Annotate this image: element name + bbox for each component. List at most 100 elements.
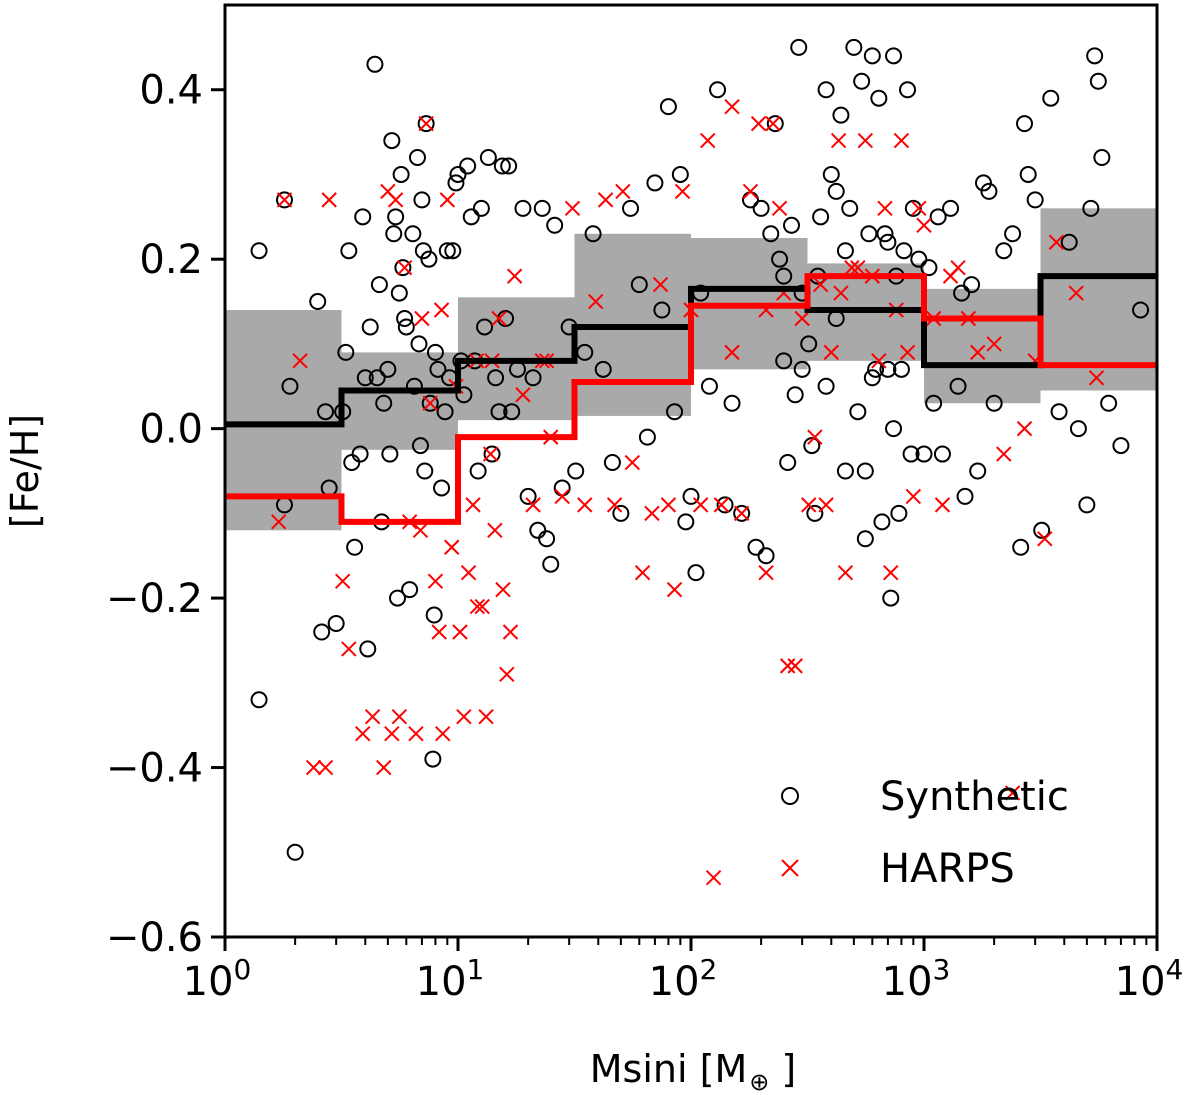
harps-point-74 [800,497,817,513]
synthetic-point-117 [775,352,793,370]
harps-point-21 [427,573,444,589]
harps-point-92 [911,200,927,217]
synthetic-point-58 [447,174,465,192]
synthetic-point-50 [425,606,443,624]
synthetic-point-39 [405,377,423,395]
synthetic-point-90 [594,360,612,378]
synthetic-point-25 [375,394,393,412]
synthetic-point-75 [503,403,521,421]
synthetic-point-15 [346,538,364,556]
synthetic-point-129 [832,106,850,124]
synthetic-point-183 [1089,72,1107,90]
harps-point-32 [474,598,490,615]
harps-point-83 [857,132,874,149]
synthetic-point-81 [533,199,551,217]
synthetic-point-72 [493,157,511,175]
harps-point-46 [564,200,581,217]
harps-point-39 [502,624,519,640]
harps-point-20 [422,395,438,411]
synthetic-point-142 [879,360,897,378]
synthetic-point-98 [659,98,677,116]
synthetic-point-158 [942,199,960,217]
synthetic-point-62 [459,157,477,175]
harps-point-97 [950,259,966,276]
synthetic-point-40 [408,149,426,167]
synthetic-point-16 [351,445,369,463]
synthetic-point-125 [812,208,830,226]
harps-point-42 [525,497,541,513]
harps-point-9 [364,709,381,725]
synthetic-point-180 [1112,437,1130,455]
harps-point-13 [387,192,404,208]
harps-point-28 [456,709,472,725]
synthetic-point-100 [671,165,689,183]
synthetic-point-162 [969,462,987,480]
harps-point-33 [478,709,494,725]
synthetic-point-107 [716,496,734,514]
harps-point-55 [652,276,669,293]
harps-point-51 [615,183,631,200]
harps-point-73 [794,310,810,327]
y-tick-label-4: −0.4 [106,746,203,792]
harps-point-29 [460,564,477,581]
synthetic-point-178 [1093,149,1111,167]
harps-point-41 [515,387,531,403]
synthetic-point-119 [783,216,801,234]
x-axis-label-text: Msini [M [590,1047,747,1091]
harps-point-68 [758,564,774,581]
synthetic-point-52 [429,360,447,378]
harps-point-8 [355,725,371,742]
synthetic-point-112 [752,199,770,217]
x-tick-label-3: 103 [882,953,951,1005]
synthetic-point-83 [542,555,560,573]
synthetic-point-13 [340,242,358,260]
synthetic-point-63 [462,208,480,226]
harps-point-47 [577,497,593,513]
harps-point-22 [431,624,447,640]
harps-point-35 [487,522,503,539]
x-axis-label-suffix: ] [769,1047,796,1091]
synthetic-point-138 [867,360,885,378]
synthetic-point-151 [904,199,922,217]
synthetic-point-103 [687,564,705,582]
harps-point-15 [396,259,413,276]
synthetic-point-134 [853,72,871,90]
legend-label-harps: HARPS [880,846,1015,892]
harps-point-101 [996,446,1012,462]
synthetic-point-78 [519,487,537,505]
synthetic-point-143 [882,589,900,607]
synthetic-point-126 [817,81,835,99]
synthetic-point-97 [653,301,671,319]
harps-point-40 [506,268,523,284]
synthetic-point-47 [420,250,438,268]
y-tick-label-3: −0.2 [106,576,203,622]
harps-point-61 [700,132,716,149]
harps-point-6 [334,573,351,589]
synthetic-point-94 [630,276,648,294]
synthetic-point-17 [354,208,372,226]
synthetic-point-92 [612,504,630,522]
synthetic-point-43 [413,191,431,209]
harps-point-91 [905,488,922,505]
harps-point-38 [499,666,515,683]
harps-point-7 [341,641,357,657]
y-tick-label-1: 0.2 [139,237,203,283]
synthetic-point-99 [666,403,684,421]
synthetic-point-57 [444,242,462,260]
synthetic-point-12 [337,343,355,361]
harps-point-23 [435,725,451,742]
harps-point-5 [321,192,337,208]
harps-point-112 [724,344,740,361]
synthetic-point-2 [281,377,299,395]
harps-point-37 [495,581,511,598]
synthetic-point-132 [845,38,863,56]
synthetic-point-163 [974,174,992,192]
synthetic-point-26 [379,360,397,378]
synthetic-point-137 [863,47,881,65]
legend-label-synthetic: Synthetic [880,774,1069,820]
harps-point-3 [305,759,322,776]
harps-point-62 [705,869,722,886]
harps-point-81 [844,259,860,276]
